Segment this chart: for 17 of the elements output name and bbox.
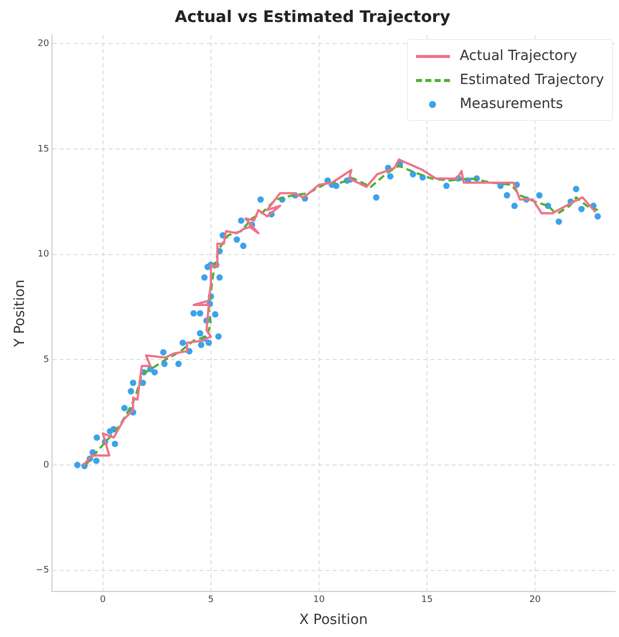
x-tick-label: 15 xyxy=(421,595,433,606)
x-axis-title: X Position xyxy=(299,612,368,628)
x-tick-label: 10 xyxy=(313,595,325,606)
y-tick-label: 20 xyxy=(38,38,50,49)
y-tick-label: −5 xyxy=(36,566,50,576)
chart-title: Actual vs Estimated Trajectory xyxy=(174,6,451,26)
y-axis-title: Y Position xyxy=(12,280,28,348)
x-tick-label: 20 xyxy=(529,595,542,606)
y-tick-label: 5 xyxy=(43,354,50,365)
legend-label: Actual Trajectory xyxy=(460,48,578,64)
x-tick-label: 0 xyxy=(100,595,106,606)
y-tick-label: 0 xyxy=(43,460,50,470)
legend-label: Estimated Trajectory xyxy=(460,72,604,88)
y-tick-label: 10 xyxy=(38,250,50,260)
x-tick-label: 5 xyxy=(208,595,214,606)
y-tick-label: 15 xyxy=(38,144,50,154)
legend-label: Measurements xyxy=(460,96,564,112)
